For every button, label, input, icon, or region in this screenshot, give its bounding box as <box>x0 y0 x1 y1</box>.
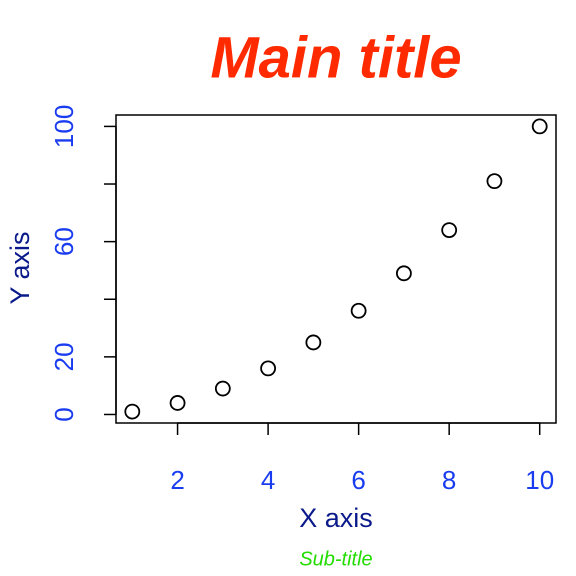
point <box>396 265 412 282</box>
point <box>486 173 503 190</box>
x-tick-label: 8 <box>442 465 456 495</box>
point <box>214 380 231 397</box>
chart-title: Main title <box>210 25 461 90</box>
x-tick-label: 6 <box>351 465 365 495</box>
y-tick-label: 20 <box>49 342 79 371</box>
y-tick-label: 100 <box>49 105 79 148</box>
point <box>169 395 186 411</box>
x-tick-label: 4 <box>261 465 275 495</box>
y-axis-label: Y axis <box>5 231 35 304</box>
point <box>260 360 276 377</box>
x-tick-label: 2 <box>170 465 184 495</box>
point <box>531 118 548 135</box>
point <box>441 222 458 239</box>
chart-subtitle: Sub-title <box>299 548 372 570</box>
point <box>305 334 322 351</box>
point <box>124 403 141 420</box>
y-tick-label: 0 <box>49 407 79 421</box>
x-tick-label: 10 <box>525 465 554 495</box>
y-tick-label: 60 <box>49 227 79 256</box>
point <box>350 302 367 319</box>
x-axis-label: X axis <box>299 503 373 533</box>
